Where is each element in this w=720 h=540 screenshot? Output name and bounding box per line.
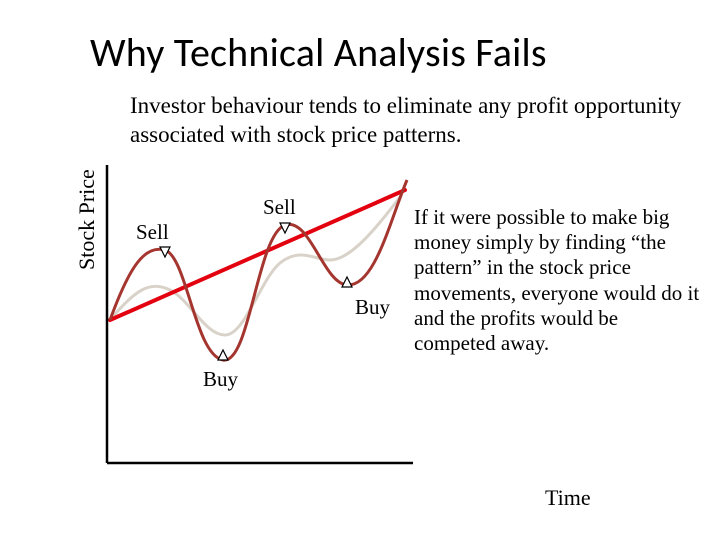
x-axis-label: Time — [545, 485, 591, 511]
sell-label: Sell — [263, 195, 296, 220]
price-chart — [95, 165, 415, 475]
buy-label: Buy — [203, 367, 238, 392]
slide: { "title": "Why Technical Analysis Fails… — [0, 0, 720, 540]
explanation-text: If it were possible to make big money si… — [414, 205, 704, 356]
subtitle-text: Investor behaviour tends to eliminate an… — [130, 92, 690, 150]
sell-label: Sell — [136, 220, 169, 245]
page-title: Why Technical Analysis Fails — [90, 28, 547, 77]
buy-label: Buy — [355, 295, 390, 320]
